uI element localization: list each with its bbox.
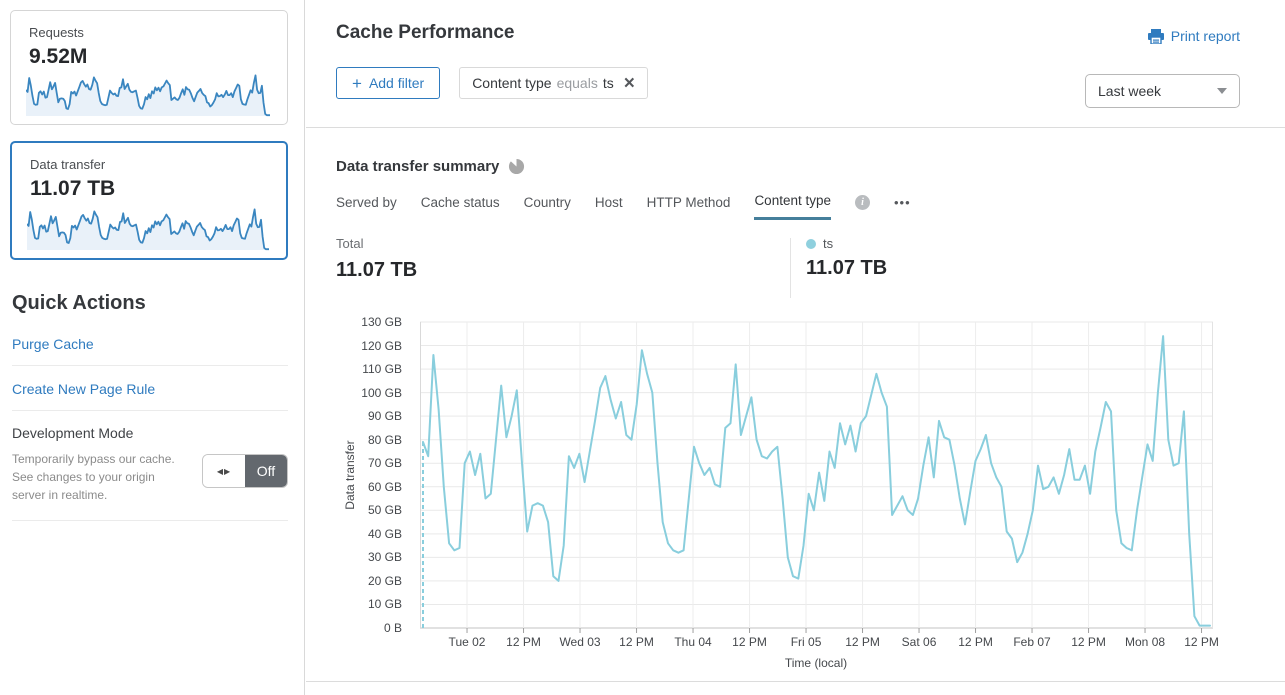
add-filter-label: Add filter <box>368 75 425 91</box>
filter-chip-operator: equals <box>556 75 598 91</box>
total-label: Total <box>336 236 364 251</box>
chevron-down-icon <box>1217 88 1227 94</box>
total-block: Total 11.07 TB <box>336 236 417 282</box>
page-title: Cache Performance <box>336 22 515 43</box>
purge-cache-link[interactable]: Purge Cache <box>12 321 288 366</box>
requests-metric-card[interactable]: Requests 9.52M <box>10 10 288 125</box>
tab-host[interactable]: Host <box>594 194 623 210</box>
summary-tabs: Served by Cache status Country Host HTTP… <box>336 193 1240 220</box>
development-mode-block: Development Mode Temporarily bypass our … <box>12 411 288 521</box>
development-mode-description: Temporarily bypass our cache. See change… <box>12 452 175 502</box>
requests-card-value: 9.52M <box>29 45 88 68</box>
main-header: Cache Performance Print report + Add fil… <box>306 0 1285 128</box>
analytics-sidebar: Requests 9.52M Data transfer 11.07 TB Qu… <box>0 0 305 695</box>
more-tabs-ellipsis-icon[interactable]: ••• <box>894 194 911 210</box>
legend-divider <box>790 238 791 298</box>
data-transfer-chart: Data transfer 0 B 10 GB 20 GB 30 GB 40 GB 50 … <box>336 315 1240 680</box>
total-value: 11.07 TB <box>336 259 418 281</box>
filter-chip-field: Content type <box>472 75 552 91</box>
main-chart-svg <box>420 321 1213 633</box>
data-transfer-sparkline-chart <box>27 208 269 251</box>
ts-series-value: 11.07 TB <box>806 257 888 279</box>
main-panel: Cache Performance Print report + Add fil… <box>306 0 1285 695</box>
tab-http-method[interactable]: HTTP Method <box>646 194 731 210</box>
print-report-label: Print report <box>1170 28 1240 44</box>
quick-actions-section: Quick Actions Purge Cache Create New Pag… <box>12 292 288 521</box>
data-transfer-summary-section: Data transfer summary Served by Cache st… <box>306 158 1285 680</box>
pie-chart-icon <box>509 158 525 175</box>
panel-bottom-divider <box>306 681 1285 682</box>
toggle-off-label: Off <box>245 455 287 487</box>
time-range-value: Last week <box>1098 83 1162 99</box>
info-icon[interactable]: i <box>855 194 870 210</box>
filter-chip-value: ts <box>602 75 614 91</box>
tab-country[interactable]: Country <box>523 194 571 210</box>
create-page-rule-link[interactable]: Create New Page Rule <box>12 366 288 411</box>
development-mode-toggle[interactable]: ◀▶ Off <box>202 454 288 488</box>
print-report-link[interactable]: Print report <box>1147 28 1240 44</box>
requests-sparkline-chart <box>26 74 270 117</box>
tab-served-by[interactable]: Served by <box>336 194 397 210</box>
development-mode-label: Development Mode <box>12 425 134 441</box>
data-transfer-card-value: 11.07 TB <box>30 177 116 200</box>
content-type-filter-chip: Content type equals ts × <box>459 67 648 99</box>
summary-title: Data transfer summary <box>336 158 500 175</box>
filter-chip-close-icon[interactable]: × <box>623 72 635 94</box>
x-axis-ticks: Tue 02 12 PM Wed 03 12 PM Thu 04 12 PM Fri 05 1… <box>448 635 1219 649</box>
requests-card-label: Requests <box>29 25 84 40</box>
y-axis-ticks: 0 B 10 GB 20 GB 30 GB 40 GB 50 GB 60 GB 70 GB 80… <box>361 315 402 635</box>
ts-series-block[interactable]: ts 11.07 TB <box>806 236 887 280</box>
quick-actions-title: Quick Actions <box>12 292 146 314</box>
ts-legend-dot-icon <box>806 238 816 249</box>
plus-icon: + <box>352 73 362 93</box>
ts-series-name: ts <box>823 236 834 251</box>
toggle-arrows-icon: ◀▶ <box>203 455 245 487</box>
chart-legend-row: Total 11.07 TB ts 11.07 TB <box>336 236 1240 300</box>
data-transfer-metric-card[interactable]: Data transfer 11.07 TB <box>10 141 288 260</box>
time-range-select[interactable]: Last week <box>1085 74 1240 108</box>
tab-content-type[interactable]: Content type <box>754 193 831 220</box>
printer-icon <box>1147 28 1164 44</box>
x-axis-title: Time (local) <box>784 656 848 670</box>
add-filter-button[interactable]: + Add filter <box>336 67 441 99</box>
data-transfer-card-label: Data transfer <box>30 157 106 172</box>
tab-cache-status[interactable]: Cache status <box>420 194 500 210</box>
